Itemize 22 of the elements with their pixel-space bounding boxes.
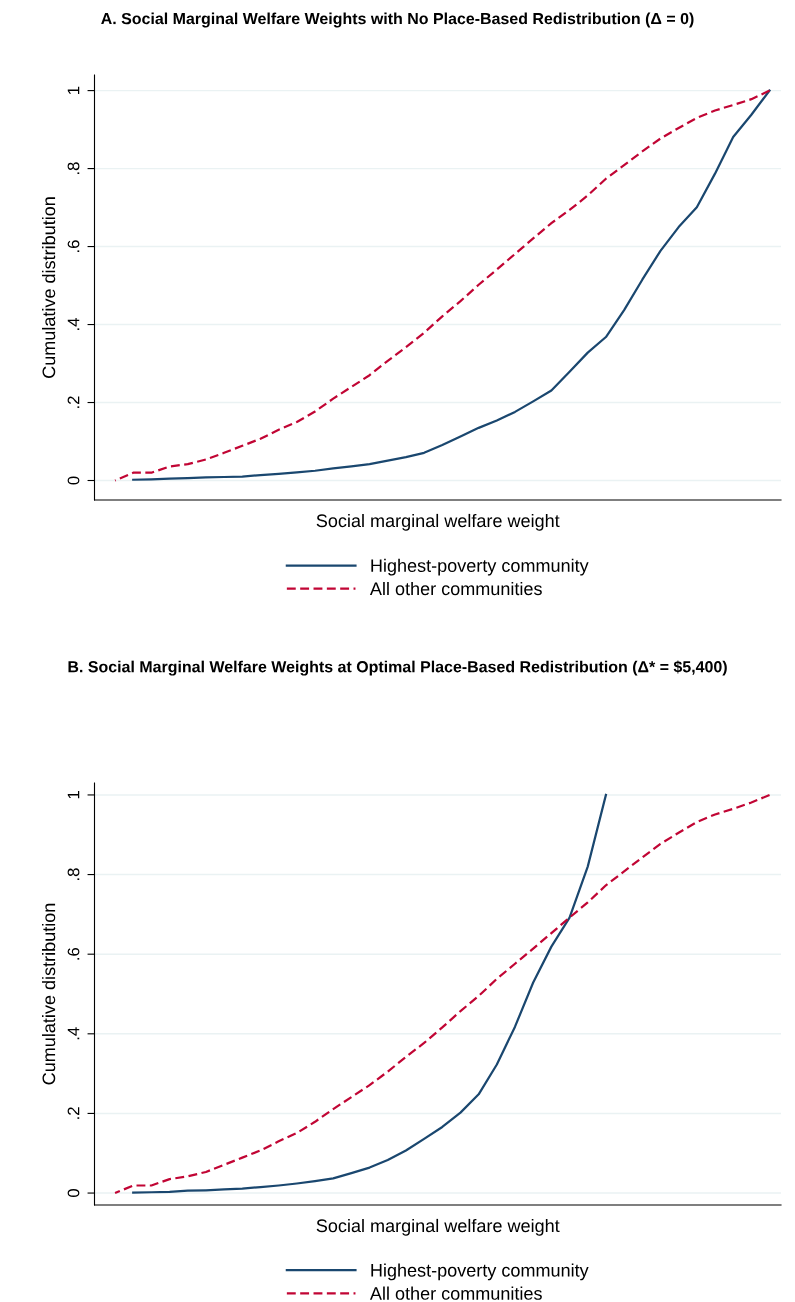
x-axis-title: Social marginal welfare weight [316,513,560,531]
chart-title: A. Social Marginal Welfare Weights with No Place-Based Redistribution (Δ = 0) [101,12,694,28]
y-tick-label: 1 [67,86,80,94]
y-tick-label: 0 [67,476,80,485]
y-tick-label: 0 [67,1189,80,1198]
chart-title: B. Social Marginal Welfare Weights at Optimal Place-Based Redistribution (Δ* = $5,400) [68,660,727,676]
y-tick-label: .4 [67,318,80,330]
legend-label: Highest-poverty community [371,558,589,576]
y-tick-label: .2 [67,1107,80,1119]
y-tick-label: .8 [67,868,80,880]
x-axis-title: Social marginal welfare weight [316,1218,560,1236]
y-tick-label: 1 [67,791,80,799]
y-tick-label: .2 [67,396,80,408]
legend-label: All other communities [369,581,542,596]
y-tick-label: .6 [67,240,80,252]
y-axis-title: Cumulative distribution [41,903,56,1085]
y-tick-label: .4 [67,1027,80,1040]
y-tick-label: .8 [67,162,80,175]
legend-label: Highest-poverty community [371,1263,589,1281]
y-tick-label: .6 [67,947,80,960]
y-axis-title: Cumulative distribution [41,197,56,378]
legend-label: All other communities [369,1286,542,1300]
